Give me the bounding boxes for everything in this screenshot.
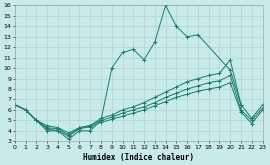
X-axis label: Humidex (Indice chaleur): Humidex (Indice chaleur) [83, 152, 194, 162]
